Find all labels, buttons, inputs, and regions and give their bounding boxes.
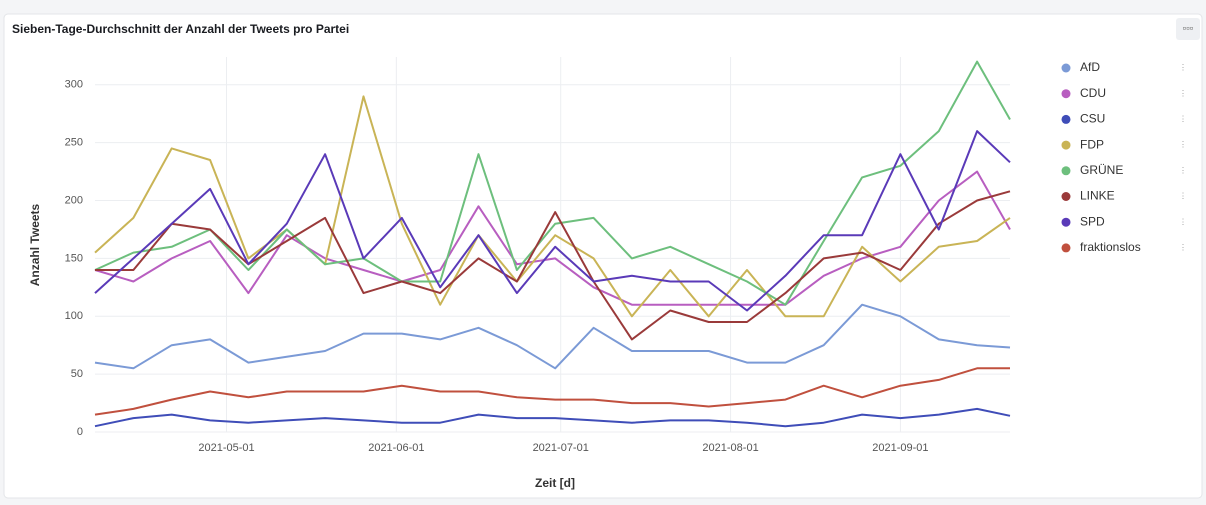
- y-tick-label: 300: [65, 79, 83, 91]
- legend-menu[interactable]: ⋮: [1179, 217, 1187, 226]
- legend-swatch: [1061, 63, 1071, 73]
- series-line: [94, 130, 1011, 312]
- legend-swatch: [1061, 243, 1071, 253]
- legend-menu[interactable]: ⋮: [1179, 89, 1187, 98]
- series-line: [94, 170, 1011, 306]
- legend-label[interactable]: fraktionslos: [1080, 240, 1141, 254]
- series-line: [94, 95, 1011, 318]
- legend-label[interactable]: FDP: [1080, 137, 1104, 151]
- x-axis-label: Zeit [d]: [535, 476, 575, 490]
- y-tick-label: 200: [65, 194, 83, 206]
- legend-menu[interactable]: ⋮: [1179, 63, 1187, 72]
- y-tick-label: 250: [65, 137, 83, 149]
- legend-label[interactable]: AfD: [1080, 60, 1100, 74]
- y-axis-label: Anzahl Tweets: [28, 203, 42, 286]
- legend-menu[interactable]: ⋮: [1179, 192, 1187, 201]
- legend-menu[interactable]: ⋮: [1179, 140, 1187, 149]
- panel-menu[interactable]: [1176, 18, 1200, 40]
- legend-menu[interactable]: ⋮: [1179, 166, 1187, 175]
- legend-swatch: [1061, 192, 1071, 201]
- menu-icon[interactable]: ▫▫▫: [1183, 24, 1194, 35]
- y-tick-label: 0: [77, 426, 83, 438]
- legend-label[interactable]: CSU: [1080, 112, 1105, 126]
- series-line: [94, 367, 1010, 416]
- y-tick-label: 100: [65, 310, 83, 322]
- panel: [3, 13, 1203, 499]
- legend-swatch: [1061, 114, 1071, 124]
- legend-label[interactable]: GRÜNE: [1080, 163, 1123, 177]
- x-tick-label: 2021-08-01: [702, 442, 758, 454]
- legend-swatch: [1061, 140, 1071, 150]
- legend-swatch: [1061, 217, 1071, 227]
- legend-label[interactable]: LINKE: [1080, 189, 1115, 203]
- series-line: [94, 60, 1011, 306]
- y-tick-label: 150: [65, 252, 83, 264]
- legend-label[interactable]: SPD: [1080, 214, 1105, 228]
- series-line: [94, 407, 1011, 428]
- chart-title: Sieben-Tage-Durchschnitt der Anzahl der …: [12, 22, 349, 36]
- legend-menu[interactable]: ⋮: [1179, 115, 1187, 124]
- x-tick-label: 2021-05-01: [198, 442, 254, 454]
- x-tick-label: 2021-09-01: [872, 442, 928, 454]
- y-tick-label: 50: [71, 368, 83, 380]
- series-line: [94, 303, 1011, 370]
- legend-label[interactable]: CDU: [1080, 86, 1106, 100]
- legend-swatch: [1061, 166, 1071, 176]
- legend-menu[interactable]: ⋮: [1179, 243, 1187, 252]
- legend-swatch: [1061, 89, 1071, 99]
- x-tick-label: 2021-07-01: [533, 442, 589, 454]
- x-tick-label: 2021-06-01: [368, 442, 424, 454]
